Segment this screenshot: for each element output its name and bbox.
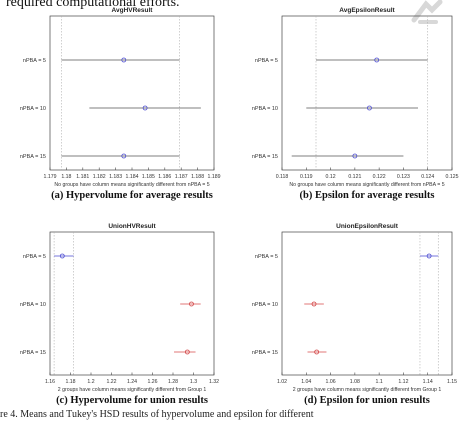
x-tick-label: 1.179 [44, 174, 57, 180]
x-tick-label: 1.182 [93, 174, 106, 180]
x-tick-label: 0.122 [373, 174, 386, 180]
x-tick-label: 0.123 [397, 174, 410, 180]
chart-title: UnionHVResult [108, 223, 156, 230]
y-category-label: nPBA = 10 [20, 302, 46, 308]
x-tick-label: 1.12 [398, 379, 408, 385]
x-tick-label: 0.12 [326, 174, 336, 180]
y-category-label: nPBA = 10 [252, 106, 278, 112]
x-tick-label: 1.184 [126, 174, 139, 180]
x-tick-label: 1.26 [147, 379, 157, 385]
mean-marker [189, 301, 194, 307]
mean-marker [121, 57, 127, 63]
x-tick-label: 0.119 [300, 174, 313, 180]
significance-note: 2 groups have column means significantly… [58, 387, 207, 393]
x-tick-label: 1.18 [65, 379, 75, 385]
chart-title: UnionEpsilonResult [336, 223, 399, 230]
plot-area [49, 15, 215, 171]
x-tick-label: 0.125 [446, 174, 459, 180]
x-tick-label: 1.188 [191, 174, 204, 180]
x-tick-label: 1.15 [447, 379, 457, 385]
x-tick-label: 1.2 [87, 379, 94, 385]
x-tick-label: 1.28 [168, 379, 178, 385]
x-tick-label: 1.3 [190, 379, 197, 385]
y-category-label: nPBA = 15 [252, 154, 278, 160]
x-tick-label: 1.186 [158, 174, 171, 180]
subfigure-caption: (b) Epsilon for average results [300, 190, 435, 201]
chart-title: AvgHVResult [112, 7, 154, 14]
x-tick-label: 1.14 [423, 379, 433, 385]
x-tick-label: 1.185 [142, 174, 155, 180]
y-category-label: nPBA = 15 [20, 154, 46, 160]
mean-marker [374, 57, 380, 63]
chart-panel-1: AvgHVResult 1.179 1.18 1.181 1.182 1.183 1.184… [20, 7, 221, 201]
mean-marker [142, 105, 148, 111]
subfigure-caption: (c) Hypervolume for union results [56, 395, 208, 406]
significance-note: No groups have column means significantl… [54, 182, 209, 188]
x-tick-label: 0.124 [421, 174, 434, 180]
mean-marker [426, 253, 432, 259]
mean-marker [121, 153, 127, 159]
significance-note: No groups have column means significantl… [289, 182, 444, 188]
x-tick-label: 1.22 [106, 379, 116, 385]
y-category-label: nPBA = 10 [252, 302, 278, 308]
plot-area [281, 15, 453, 171]
y-category-label: nPBA = 15 [20, 350, 46, 356]
y-category-label: nPBA = 5 [255, 254, 278, 260]
x-tick-label: 0.118 [276, 174, 289, 180]
x-tick-label: 1.187 [175, 174, 188, 180]
chart-panel-2: AvgEpsilonResult 0.118 0.119 0.12 0.121 0.122… [252, 7, 459, 201]
mean-marker [314, 349, 320, 355]
mean-marker [184, 349, 190, 355]
intro-text: required computational efforts. [6, 0, 180, 10]
subfigure-caption: (d) Epsilon for union results [304, 395, 430, 406]
x-tick-label: 1.1 [376, 379, 383, 385]
x-tick-label: 1.08 [350, 379, 360, 385]
y-category-label: nPBA = 15 [252, 350, 278, 356]
x-tick-label: 1.181 [76, 174, 89, 180]
x-tick-label: 1.183 [109, 174, 122, 180]
x-tick-label: 1.04 [301, 379, 311, 385]
y-category-label: nPBA = 5 [255, 58, 278, 64]
y-category-label: nPBA = 5 [23, 58, 46, 64]
plot-area [281, 231, 453, 376]
x-tick-label: 1.06 [326, 379, 336, 385]
x-tick-label: 1.02 [277, 379, 287, 385]
x-tick-label: 1.18 [61, 174, 71, 180]
chart-panel-3: UnionHVResult 1.16 1.18 1.2 1.22 1.24 1.26 1.28… [20, 223, 219, 406]
x-tick-label: 1.189 [208, 174, 221, 180]
mean-marker [59, 253, 65, 259]
significance-note: 2 groups have column means significantly… [293, 387, 442, 393]
mean-marker [352, 153, 358, 159]
mean-marker [311, 301, 317, 307]
figure-caption: re 4. Means and Tukey's HSD results of h… [0, 409, 314, 420]
chart-panel-4: UnionEpsilonResult 1.02 1.04 1.06 1.08 1.1 1.1… [252, 223, 457, 406]
subfigure-caption: (a) Hypervolume for average results [51, 190, 213, 201]
y-category-label: nPBA = 10 [20, 106, 46, 112]
chart-title: AvgEpsilonResult [339, 7, 395, 14]
x-tick-label: 1.24 [127, 379, 137, 385]
figure-grid: AvgHVResult 1.179 1.18 1.181 1.182 1.183 1.184… [20, 7, 459, 406]
mean-marker [367, 105, 372, 111]
x-tick-label: 1.32 [209, 379, 219, 385]
x-tick-label: 0.121 [348, 174, 361, 180]
x-tick-label: 1.16 [45, 379, 55, 385]
y-category-label: nPBA = 5 [23, 254, 46, 260]
